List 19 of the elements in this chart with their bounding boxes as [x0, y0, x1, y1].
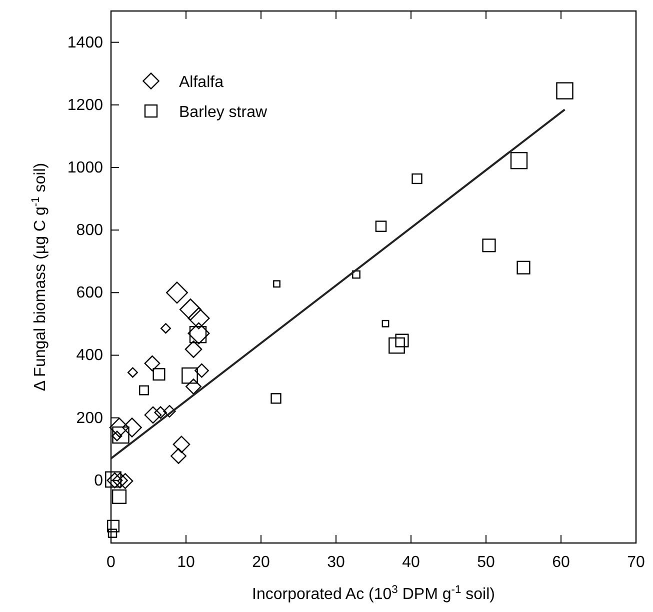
- y-tick-label: 1200: [67, 96, 104, 114]
- x-tick-label: 0: [106, 554, 116, 571]
- y-tick-label: 400: [76, 347, 104, 364]
- x-tick-label: 30: [327, 554, 345, 571]
- x-axis-title: Incorporated Ac (10$^{3}$ DPM g$^{-1}$ soil): [252, 584, 495, 603]
- y-tick-label: 0: [94, 472, 104, 490]
- y-tick-label: 200: [76, 410, 104, 427]
- x-tick-label: 60: [552, 554, 570, 571]
- legend-label: Alfalfa: [179, 74, 224, 91]
- y-tick-label: 1400: [67, 34, 104, 52]
- y-tick-label: 1000: [67, 159, 104, 176]
- y-tick-label: 600: [76, 284, 104, 302]
- x-tick-label: 20: [252, 554, 270, 571]
- legend-label: Barley straw: [179, 104, 268, 121]
- x-tick-label: 40: [402, 554, 420, 571]
- x-tick-label: 50: [477, 554, 495, 571]
- y-tick-label: 800: [76, 222, 104, 240]
- x-tick-label: 70: [627, 554, 645, 571]
- x-tick-label: 10: [177, 554, 195, 571]
